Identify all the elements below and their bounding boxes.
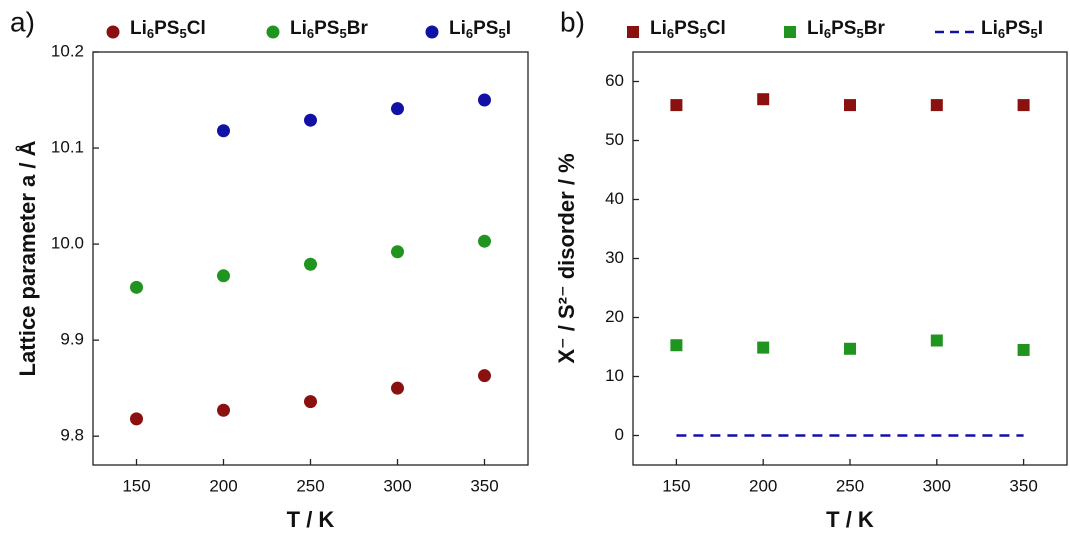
text-part: 5: [339, 26, 346, 41]
legend-label: Li6PS5Cl: [130, 18, 206, 41]
text-part: Cl: [707, 18, 726, 39]
plot-frame: [632, 51, 1068, 466]
legend-key: [106, 25, 120, 39]
point: [670, 99, 683, 112]
point: [757, 341, 770, 354]
text-part: Br: [864, 18, 886, 39]
y-tick-label: 10.0: [51, 234, 84, 253]
legend-label: Li6PS5Br: [290, 18, 368, 41]
x-tick-label: 300: [383, 476, 411, 495]
text-part: PS: [831, 18, 856, 39]
point: [478, 93, 491, 107]
text-part: PS: [473, 18, 498, 39]
text-part: Br: [347, 18, 369, 39]
legend-key: [784, 26, 796, 38]
text-part: PS: [674, 18, 699, 39]
panel-label: b): [560, 6, 585, 37]
x-tick-label: 250: [296, 476, 324, 495]
text-part: Li: [807, 18, 824, 39]
point: [478, 234, 491, 248]
y-tick-label: 30: [605, 248, 624, 267]
y-tick-label: 0: [615, 425, 624, 444]
point: [304, 257, 317, 271]
point: [217, 269, 230, 283]
y-tick-label: 9.8: [60, 426, 84, 445]
legend-key: [266, 25, 280, 39]
text-part: I: [1038, 18, 1043, 39]
legend-key: [425, 25, 439, 39]
y-axis-title: Lattice parameter a / Å: [14, 140, 40, 376]
y-tick-label: 9.9: [60, 330, 84, 349]
text-part: Li: [449, 18, 466, 39]
text-part: 6: [147, 26, 154, 41]
point: [130, 280, 143, 294]
point: [930, 99, 943, 112]
y-tick-label: 10.2: [51, 41, 84, 60]
text-part: Li: [981, 18, 998, 39]
x-tick-label: 150: [662, 476, 690, 495]
x-tick-label: 150: [122, 476, 150, 495]
text-part: 6: [466, 26, 473, 41]
point: [391, 102, 404, 116]
text-part: 6: [667, 26, 674, 41]
legend-label: Li6PS5I: [981, 18, 1043, 41]
y-tick-label: 10.1: [51, 138, 84, 157]
x-tick-label: 200: [209, 476, 237, 495]
text-part: PS: [314, 18, 339, 39]
legend-label: Li6PS5I: [449, 18, 511, 41]
point: [304, 395, 317, 409]
point: [217, 403, 230, 417]
text-part: Li: [650, 18, 667, 39]
point: [757, 93, 770, 106]
point: [304, 113, 317, 127]
legend-label: Li6PS5Br: [807, 18, 885, 41]
text-part: 6: [824, 26, 831, 41]
legend-key: [627, 26, 639, 38]
legend-label: Li6PS5Cl: [650, 18, 726, 41]
text-part: 6: [998, 26, 1005, 41]
point: [1017, 343, 1030, 356]
y-tick-label: 10: [605, 366, 624, 385]
text-part: Li: [130, 18, 147, 39]
point: [844, 99, 856, 112]
point: [391, 245, 404, 259]
y-tick-label: 60: [605, 71, 624, 90]
text-part: 5: [179, 26, 186, 41]
x-axis-title: T / K: [287, 507, 335, 532]
x-tick-label: 250: [836, 476, 864, 495]
text-part: PS: [1005, 18, 1030, 39]
x-axis-title: T / K: [826, 507, 874, 532]
text-part: 6: [307, 26, 314, 41]
point: [217, 124, 230, 138]
text-part: I: [506, 18, 511, 39]
point: [478, 369, 491, 383]
text-part: 5: [1030, 26, 1037, 41]
y-axis-title: X⁻ / S²⁻ disorder / %: [554, 153, 579, 363]
text-part: 5: [856, 26, 863, 41]
x-tick-label: 350: [470, 476, 498, 495]
point: [670, 339, 683, 352]
x-tick-label: 200: [749, 476, 777, 495]
point: [930, 334, 943, 347]
x-tick-label: 300: [923, 476, 951, 495]
text-part: Li: [290, 18, 307, 39]
point: [844, 342, 856, 355]
y-tick-label: 40: [605, 189, 624, 208]
panel-label: a): [10, 6, 35, 37]
y-tick-label: 20: [605, 307, 624, 326]
x-tick-label: 350: [1009, 476, 1037, 495]
y-tick-label: 50: [605, 130, 624, 149]
text-part: Cl: [187, 18, 206, 39]
text-part: PS: [154, 18, 179, 39]
text-part: 5: [498, 26, 505, 41]
point: [391, 381, 404, 395]
point: [130, 412, 143, 426]
text-part: 5: [699, 26, 706, 41]
point: [1017, 99, 1030, 112]
